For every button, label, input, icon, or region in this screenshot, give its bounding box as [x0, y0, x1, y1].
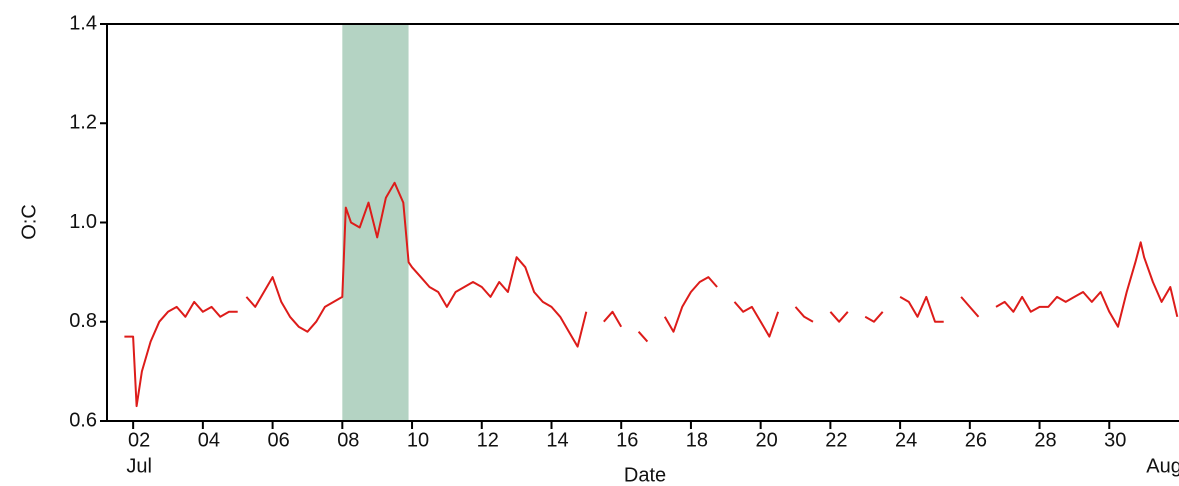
x-tick-label: 26 [965, 429, 987, 451]
y-tick-label: 0.6 [69, 409, 97, 431]
y-tick-label: 1.0 [69, 211, 97, 233]
x-tick-label: 20 [756, 429, 778, 451]
x-tick-label: 28 [1034, 429, 1056, 451]
y-tick-label: 0.8 [69, 310, 97, 332]
month-label: Jul [126, 455, 152, 477]
x-tick-label: 02 [128, 429, 150, 451]
x-axis-label: Date [624, 464, 666, 486]
x-tick-label: 10 [407, 429, 429, 451]
y-tick-label: 1.4 [69, 12, 97, 34]
x-tick-label: 24 [895, 429, 917, 451]
y-tick-label: 1.2 [69, 112, 97, 134]
shaded-period [342, 24, 409, 421]
x-tick-label: 14 [546, 429, 568, 451]
x-tick-label: 18 [686, 429, 708, 451]
x-tick-label: 04 [198, 429, 220, 451]
y-axis-label: O:C [18, 204, 40, 240]
x-tick-label: 22 [825, 429, 847, 451]
x-tick-label: 16 [616, 429, 638, 451]
x-tick-label: 08 [337, 429, 359, 451]
data-line [124, 181, 1179, 408]
month-label: Aug [1146, 455, 1179, 477]
x-tick-label: 12 [477, 429, 499, 451]
x-tick-label: 06 [267, 429, 289, 451]
x-tick-label: 30 [1104, 429, 1126, 451]
